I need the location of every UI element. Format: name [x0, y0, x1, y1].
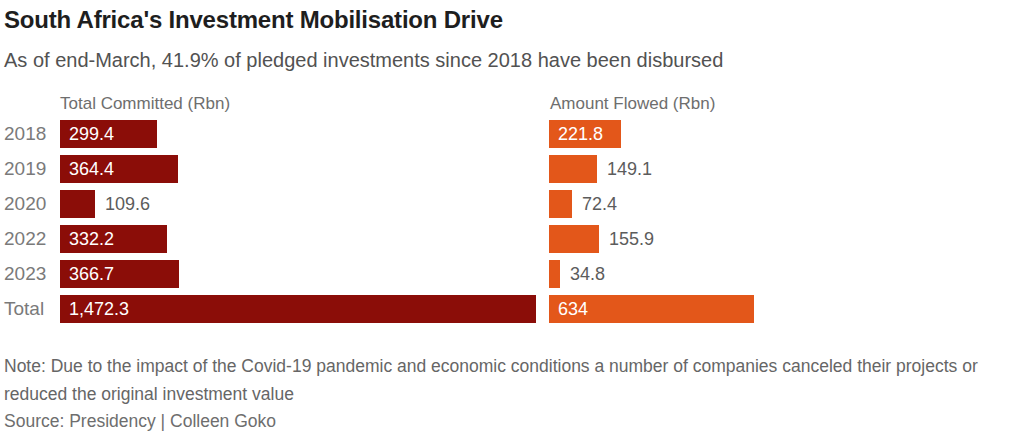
value-label: 155.9 [599, 229, 654, 250]
value-label: 299.4 [60, 124, 114, 145]
committed-bar: 366.7 [60, 260, 179, 288]
value-label: 366.7 [60, 264, 114, 285]
page-subtitle: As of end-March, 41.9% of pledged invest… [4, 49, 723, 72]
committed-bar-zone: 299.4 [60, 120, 549, 148]
value-label: 109.6 [95, 194, 150, 215]
chart-note: Note: Due to the impact of the Covid-19 … [4, 352, 1020, 408]
value-label: 34.8 [560, 264, 605, 285]
chart-row-2022: 2022332.2 155.9 [4, 225, 1020, 253]
flowed-bar [549, 190, 572, 218]
chart-row-2023: 2023366.7 34.8 [4, 260, 1020, 288]
category-label: Total [4, 298, 60, 320]
chart-row-2018: 2018299.4 221.8 [4, 120, 1020, 148]
value-label: 221.8 [549, 124, 603, 145]
category-label: 2023 [4, 263, 60, 285]
page-title: South Africa's Investment Mobilisation D… [4, 6, 503, 34]
committed-bar-zone: 366.7 [60, 260, 549, 288]
category-label: 2022 [4, 228, 60, 250]
flowed-bar [549, 155, 597, 183]
value-label: 149.1 [597, 159, 652, 180]
flowed-series-header: Amount Flowed (Rbn) [550, 94, 715, 114]
value-label: 332.2 [60, 229, 114, 250]
committed-bar-zone: 109.6 [60, 190, 549, 218]
flowed-bar: 221.8 [549, 120, 621, 148]
committed-bar-zone: 364.4 [60, 155, 549, 183]
chart-row-2020: 2020 109.6 72.4 [4, 190, 1020, 218]
category-label: 2020 [4, 193, 60, 215]
value-label: 1,472.3 [60, 299, 129, 320]
value-label: 364.4 [60, 159, 114, 180]
flowed-bar-zone: 149.1 [549, 155, 1020, 183]
committed-bar-zone: 1,472.3 [60, 295, 549, 323]
value-label: 72.4 [572, 194, 617, 215]
chart-page: South Africa's Investment Mobilisation D… [0, 0, 1024, 433]
column-headers: Total Committed (Rbn) Amount Flowed (Rbn… [0, 94, 1024, 114]
flowed-bar-zone: 634 [549, 295, 1020, 323]
committed-bar: 332.2 [60, 225, 167, 253]
flowed-bar-zone: 72.4 [549, 190, 1020, 218]
flowed-bar [549, 225, 599, 253]
chart-row-total: Total1,472.3 634 [4, 295, 1020, 323]
flowed-bar [549, 260, 560, 288]
committed-series-header: Total Committed (Rbn) [60, 94, 230, 114]
category-label: 2019 [4, 158, 60, 180]
flowed-bar: 634 [549, 295, 754, 323]
committed-bar-zone: 332.2 [60, 225, 549, 253]
chart-row-2019: 2019364.4 149.1 [4, 155, 1020, 183]
flowed-bar-zone: 155.9 [549, 225, 1020, 253]
committed-bar [60, 190, 95, 218]
committed-bar: 364.4 [60, 155, 178, 183]
committed-bar: 1,472.3 [60, 295, 536, 323]
bar-chart-rows: 2018299.4 221.8 2019364.4 149.1 2020 109.6 72.… [4, 120, 1020, 330]
flowed-bar-zone: 221.8 [549, 120, 1020, 148]
category-label: 2018 [4, 123, 60, 145]
chart-source: Source: Presidency | Colleen Goko [4, 411, 276, 432]
value-label: 634 [549, 299, 588, 320]
flowed-bar-zone: 34.8 [549, 260, 1020, 288]
committed-bar: 299.4 [60, 120, 157, 148]
